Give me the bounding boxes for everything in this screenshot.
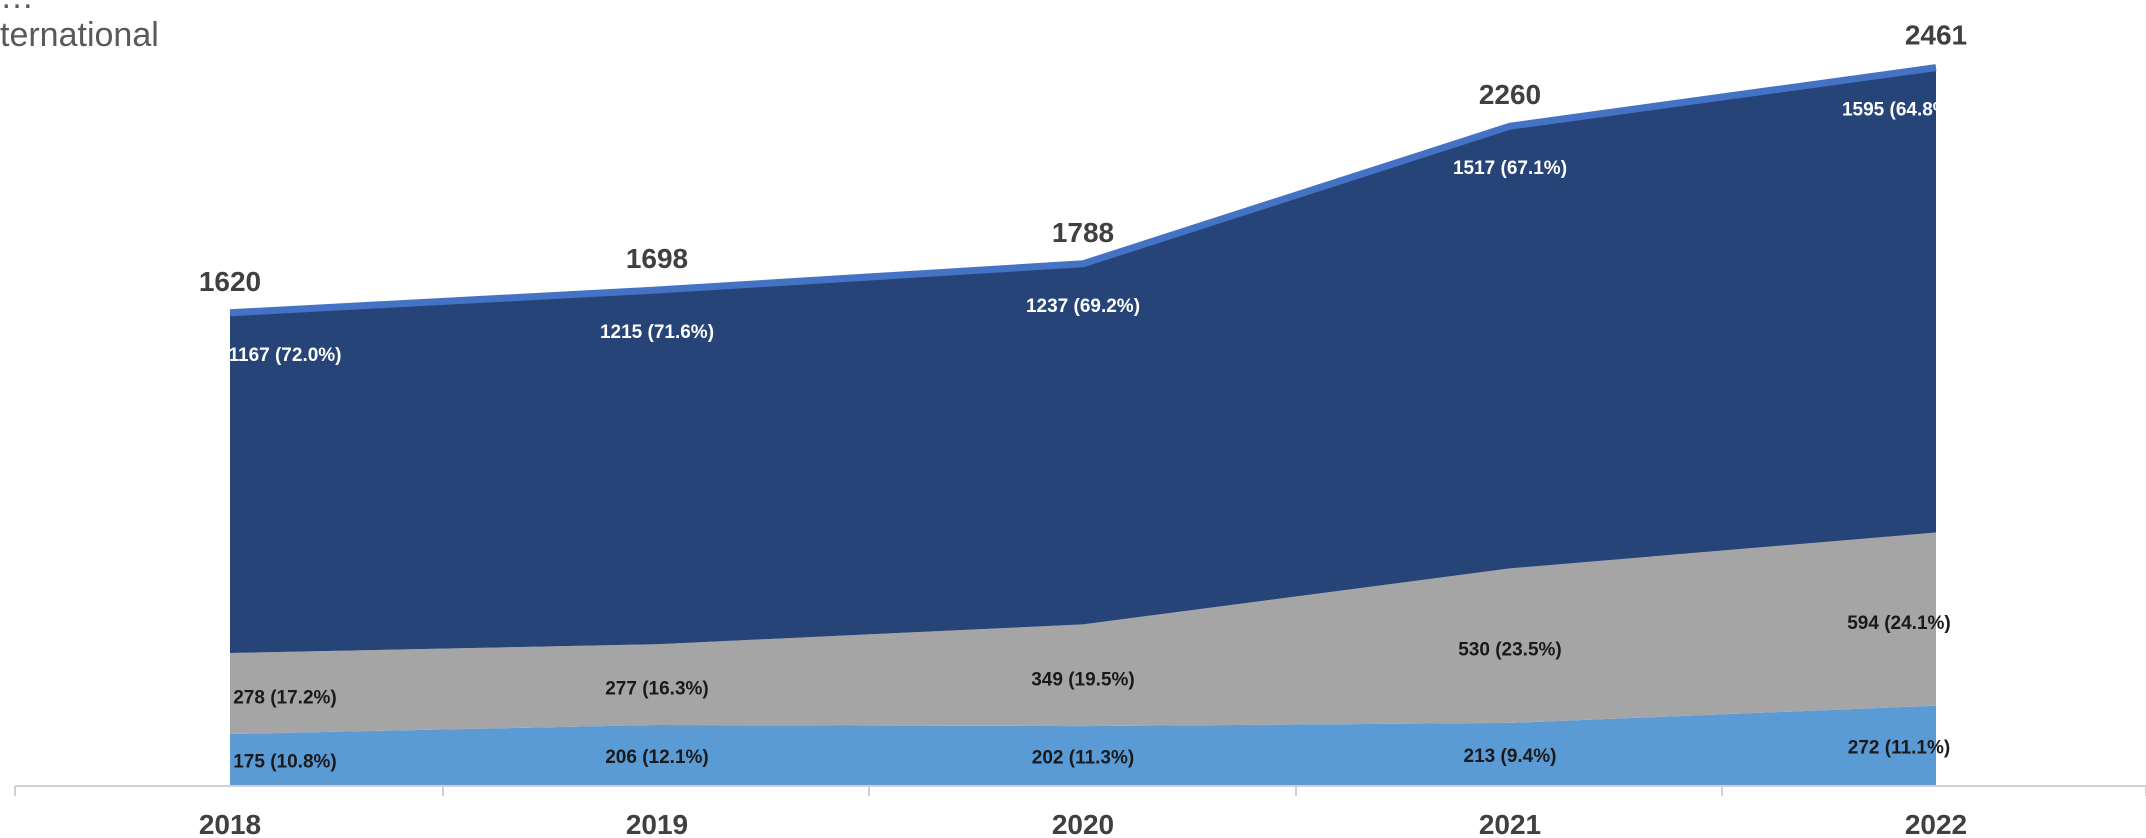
total-label-2020: 1788 (1052, 217, 1114, 248)
data-label-s1-2022: 272 (11.1%) (1848, 737, 1950, 758)
x-tick-label-2018: 2018 (199, 809, 261, 838)
data-label-s3-2021: 1517 (67.1%) (1453, 158, 1567, 179)
x-tick-label-2019: 2019 (626, 809, 688, 838)
total-label-2021: 2260 (1479, 79, 1541, 110)
data-label-s2-2019: 277 (16.3%) (605, 679, 709, 700)
area-series-3 (230, 67, 1936, 653)
data-label-s2-2022: 594 (24.1%) (1847, 613, 1951, 634)
data-label-s2-2021: 530 (23.5%) (1458, 640, 1562, 661)
x-tick-label-2022: 2022 (1905, 809, 1967, 838)
data-label-s3-2020: 1237 (69.2%) (1026, 296, 1140, 317)
data-label-s1-2020: 202 (11.3%) (1032, 748, 1134, 769)
data-label-s3-2019: 1215 (71.6%) (600, 322, 714, 343)
total-label-2019: 1698 (626, 243, 688, 274)
data-label-s1-2021: 213 (9.4%) (1464, 746, 1557, 767)
total-line (229, 64, 1937, 317)
x-tick-label-2020: 2020 (1052, 809, 1114, 838)
total-label-2018: 1620 (199, 266, 261, 297)
data-label-s2-2018: 278 (17.2%) (233, 687, 337, 708)
total-label-2022: 2461 (1905, 20, 1967, 51)
x-tick-label-2021: 2021 (1479, 809, 1541, 838)
data-label-s1-2018: 175 (10.8%) (233, 751, 337, 772)
data-label-s2-2020: 349 (19.5%) (1031, 669, 1135, 690)
data-label-s1-2019: 206 (12.1%) (605, 747, 709, 768)
legend-partial-text: … (0, 0, 34, 17)
area-series-2 (230, 532, 1936, 734)
data-label-s3-2018: 1167 (72.0%) (228, 345, 341, 366)
legend-international-text: ternational (0, 16, 159, 54)
area-series-1 (230, 705, 1936, 785)
data-label-s3-2022: 1595 (64.8%) (1842, 100, 1956, 121)
